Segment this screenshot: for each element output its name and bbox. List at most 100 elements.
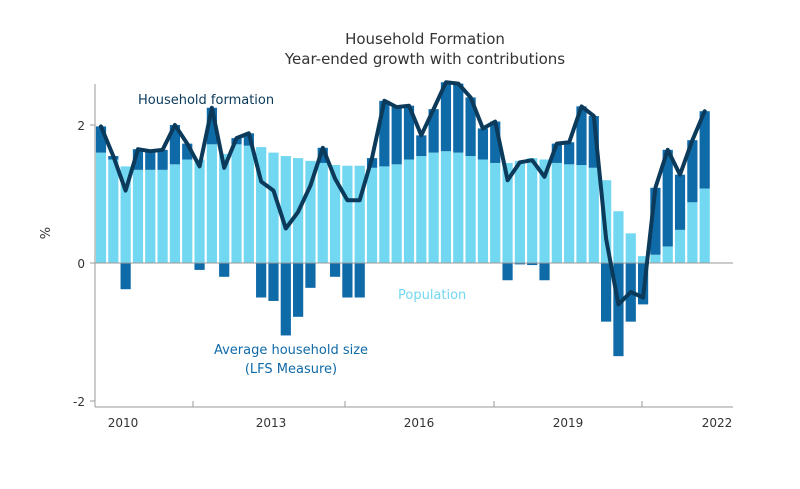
bar-household-size bbox=[662, 149, 673, 247]
bar-household-size bbox=[601, 263, 612, 322]
bar-population bbox=[625, 233, 636, 263]
bar-household-size bbox=[490, 121, 501, 163]
bar-household-size bbox=[305, 263, 316, 288]
bar-population bbox=[169, 164, 181, 263]
x-tick-label: 2019 bbox=[553, 416, 584, 430]
x-tick-label: 2010 bbox=[108, 416, 139, 430]
annotation-household-formation: Household formation bbox=[138, 93, 274, 108]
annotation-population: Population bbox=[398, 288, 466, 303]
chart-subtitle: Year-ended growth with contributions bbox=[284, 50, 565, 68]
bar-household-size bbox=[403, 105, 415, 160]
bar-household-size bbox=[317, 147, 328, 163]
bar-population bbox=[403, 159, 415, 263]
bar-population bbox=[674, 229, 686, 263]
bar-household-size bbox=[539, 263, 550, 281]
bar-household-size bbox=[219, 263, 230, 277]
bar-population bbox=[662, 246, 673, 263]
bar-household-size bbox=[157, 149, 168, 170]
bar-household-size bbox=[194, 263, 205, 270]
bar-household-size bbox=[169, 125, 181, 165]
bar-population bbox=[379, 166, 390, 263]
bar-population bbox=[465, 156, 476, 263]
bar-population bbox=[206, 144, 217, 263]
bar-population bbox=[95, 152, 107, 263]
bar-population bbox=[132, 169, 144, 263]
bar-household-size bbox=[514, 263, 525, 265]
bar-population bbox=[342, 165, 353, 263]
x-tick-label: 2016 bbox=[404, 416, 435, 430]
bar-population bbox=[280, 156, 291, 263]
y-tick-label: 0 bbox=[77, 257, 85, 271]
bar-population bbox=[650, 254, 661, 263]
bar-household-size bbox=[354, 263, 365, 298]
bar-population bbox=[514, 160, 525, 263]
bar-population bbox=[256, 147, 267, 263]
bar-population bbox=[366, 167, 378, 263]
line-layer bbox=[99, 80, 707, 307]
bar-population bbox=[194, 159, 205, 263]
bar-population bbox=[502, 162, 513, 263]
bar-household-size bbox=[674, 174, 686, 230]
bar-population bbox=[613, 211, 624, 263]
bar-household-size bbox=[132, 149, 144, 170]
chart-title: Household Formation bbox=[345, 30, 505, 48]
y-tick-label: -2 bbox=[73, 395, 85, 409]
series-line-household-formation bbox=[99, 80, 707, 307]
bar-population bbox=[219, 153, 230, 263]
bar-population bbox=[231, 144, 242, 263]
bar-household-size bbox=[206, 107, 217, 145]
bar-population bbox=[391, 164, 402, 263]
bar-household-size bbox=[342, 263, 353, 298]
bar-household-size bbox=[293, 263, 304, 317]
bar-population bbox=[428, 152, 439, 263]
bar-population bbox=[329, 165, 341, 263]
bar-population bbox=[157, 169, 168, 263]
bar-population bbox=[120, 166, 131, 263]
x-tick-label: 2022 bbox=[702, 416, 733, 430]
y-axis-label: % bbox=[39, 227, 54, 239]
bar-household-size bbox=[391, 107, 402, 165]
bar-household-size bbox=[440, 82, 452, 152]
y-tick-label: 2 bbox=[77, 119, 85, 133]
bar-population bbox=[108, 159, 119, 263]
bar-population bbox=[551, 162, 562, 263]
bar-household-size bbox=[329, 263, 341, 277]
annotation-household-size: Average household size bbox=[214, 343, 368, 358]
bar-population bbox=[145, 169, 156, 263]
bar-population bbox=[527, 158, 538, 263]
bar-population bbox=[490, 162, 501, 263]
bars-layer bbox=[95, 82, 710, 357]
bar-household-size bbox=[182, 143, 193, 160]
bar-population bbox=[477, 159, 489, 263]
bar-household-size bbox=[120, 263, 131, 290]
bar-household-size bbox=[465, 97, 476, 157]
bar-population bbox=[440, 151, 452, 263]
bar-household-size bbox=[527, 263, 538, 266]
bar-household-size bbox=[576, 106, 587, 166]
bar-population bbox=[317, 162, 328, 263]
bar-population bbox=[576, 165, 587, 263]
bar-household-size bbox=[428, 109, 439, 153]
bar-population bbox=[182, 159, 193, 263]
bar-household-size bbox=[95, 126, 107, 153]
bar-population bbox=[243, 145, 254, 263]
bar-population bbox=[699, 188, 710, 263]
bar-population bbox=[637, 256, 649, 263]
bar-population bbox=[588, 167, 599, 263]
bar-household-size bbox=[613, 263, 624, 357]
bar-household-size bbox=[588, 116, 599, 168]
bar-population bbox=[268, 152, 279, 263]
bar-household-size bbox=[268, 263, 279, 301]
bar-household-size bbox=[551, 143, 562, 163]
bar-population bbox=[416, 156, 427, 263]
bar-household-size bbox=[379, 100, 390, 167]
bar-population bbox=[564, 164, 575, 263]
bar-population bbox=[354, 165, 365, 263]
axes-layer: 2 0 -2 2010 2013 2016 2019 2022 bbox=[73, 84, 733, 430]
bar-household-size bbox=[650, 187, 661, 255]
bar-household-size bbox=[145, 151, 156, 170]
bar-population bbox=[453, 152, 464, 263]
bar-household-size bbox=[699, 111, 710, 189]
bar-household-size bbox=[280, 263, 291, 336]
